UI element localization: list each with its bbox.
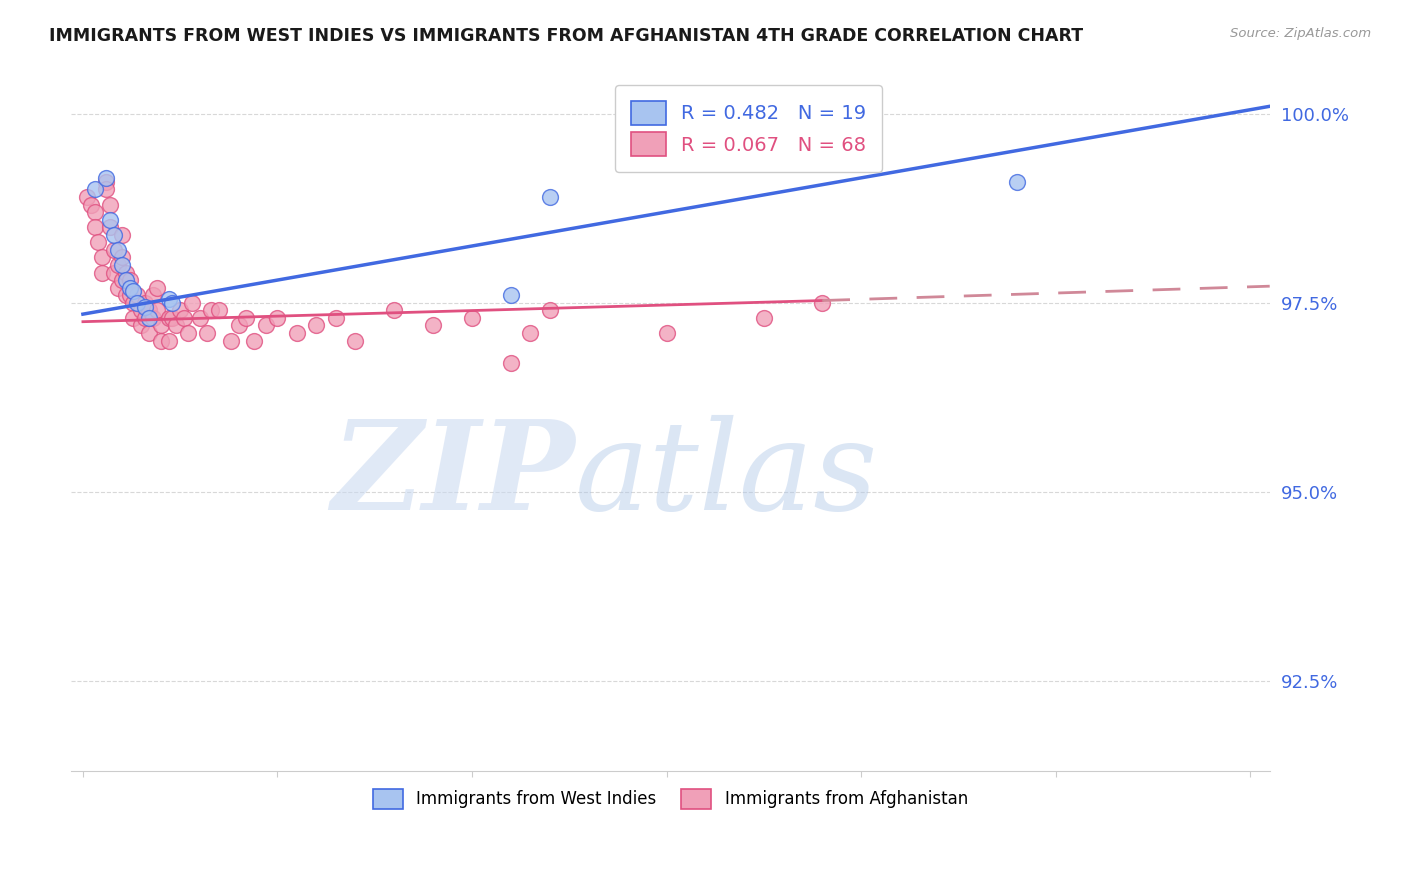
Point xyxy=(188,310,211,325)
Point xyxy=(114,288,136,302)
Point xyxy=(127,288,149,302)
Point xyxy=(235,310,257,325)
Point xyxy=(200,303,222,318)
Point xyxy=(134,295,156,310)
Point xyxy=(219,334,242,348)
Point xyxy=(157,292,180,306)
Point xyxy=(162,295,184,310)
Point xyxy=(177,326,200,340)
Point xyxy=(157,334,180,348)
Point xyxy=(197,326,219,340)
Point xyxy=(180,295,202,310)
Point xyxy=(285,326,308,340)
Legend: Immigrants from West Indies, Immigrants from Afghanistan: Immigrants from West Indies, Immigrants … xyxy=(366,782,974,816)
Point xyxy=(103,266,125,280)
Point xyxy=(122,295,145,310)
Point xyxy=(134,300,156,314)
Point xyxy=(80,197,103,211)
Point xyxy=(114,266,136,280)
Point xyxy=(142,310,165,325)
Point xyxy=(103,243,125,257)
Point xyxy=(382,303,405,318)
Point xyxy=(538,190,561,204)
Point xyxy=(134,310,156,325)
Point xyxy=(243,334,266,348)
Point xyxy=(499,288,522,302)
Point xyxy=(83,205,105,219)
Point xyxy=(98,220,121,235)
Point xyxy=(129,303,152,318)
Point xyxy=(149,334,172,348)
Point xyxy=(114,273,136,287)
Point xyxy=(98,212,121,227)
Point xyxy=(91,251,114,265)
Point xyxy=(146,303,169,318)
Point xyxy=(76,190,98,204)
Point xyxy=(169,303,191,318)
Point xyxy=(146,281,169,295)
Point xyxy=(87,235,110,250)
Text: atlas: atlas xyxy=(575,416,877,537)
Point xyxy=(83,182,105,196)
Point xyxy=(138,326,160,340)
Point xyxy=(118,281,141,295)
Point xyxy=(1005,175,1028,189)
Point xyxy=(107,258,129,272)
Text: IMMIGRANTS FROM WEST INDIES VS IMMIGRANTS FROM AFGHANISTAN 4TH GRADE CORRELATION: IMMIGRANTS FROM WEST INDIES VS IMMIGRANT… xyxy=(49,27,1084,45)
Point xyxy=(96,171,118,186)
Point xyxy=(96,182,118,196)
Point xyxy=(499,356,522,370)
Point xyxy=(752,122,775,136)
Point xyxy=(127,295,149,310)
Point xyxy=(111,251,134,265)
Point xyxy=(538,303,561,318)
Point xyxy=(142,288,165,302)
Point xyxy=(111,227,134,242)
Point xyxy=(107,243,129,257)
Point xyxy=(96,175,118,189)
Point xyxy=(422,318,444,333)
Point xyxy=(91,266,114,280)
Point xyxy=(228,318,250,333)
Point xyxy=(461,310,484,325)
Point xyxy=(111,258,134,272)
Point xyxy=(519,326,541,340)
Point xyxy=(111,273,134,287)
Text: Source: ZipAtlas.com: Source: ZipAtlas.com xyxy=(1230,27,1371,40)
Point xyxy=(266,310,288,325)
Point xyxy=(811,295,834,310)
Text: ZIP: ZIP xyxy=(330,416,575,537)
Point xyxy=(165,318,187,333)
Point xyxy=(173,310,195,325)
Point xyxy=(118,273,141,287)
Point xyxy=(122,310,145,325)
Point xyxy=(138,310,160,325)
Point xyxy=(254,318,277,333)
Point xyxy=(138,303,160,318)
Point xyxy=(655,326,678,340)
Point xyxy=(129,318,152,333)
Point xyxy=(752,310,775,325)
Point xyxy=(122,285,145,299)
Point xyxy=(103,227,125,242)
Point xyxy=(107,281,129,295)
Point xyxy=(325,310,347,325)
Point xyxy=(83,220,105,235)
Point xyxy=(162,310,184,325)
Point xyxy=(157,310,180,325)
Point xyxy=(98,197,121,211)
Point xyxy=(149,318,172,333)
Point xyxy=(344,334,367,348)
Point xyxy=(118,288,141,302)
Point xyxy=(208,303,231,318)
Point xyxy=(305,318,328,333)
Point xyxy=(733,118,755,132)
